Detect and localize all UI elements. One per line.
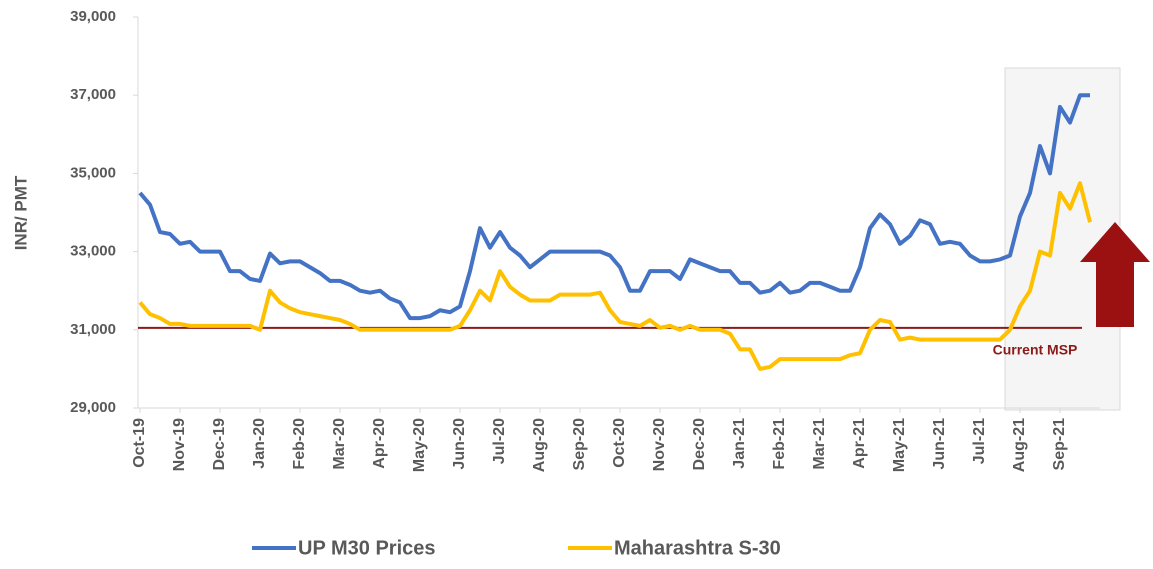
- msp-label: Current MSP: [993, 342, 1078, 358]
- y-tick-label: 39,000: [70, 8, 116, 25]
- x-tick-label: Jun-20: [451, 418, 468, 470]
- x-tick-label: Mar-20: [331, 418, 348, 470]
- x-tick-label: Aug-20: [531, 418, 548, 472]
- x-tick-label: Nov-19: [171, 418, 188, 471]
- x-tick-label: May-21: [891, 418, 908, 472]
- x-tick-label: Jan-21: [731, 418, 748, 469]
- legend-label: Maharashtra S-30: [614, 537, 781, 559]
- x-tick-label: Jun-21: [931, 418, 948, 470]
- y-axis-label: INR/ PMT: [11, 175, 30, 250]
- x-tick-label: Feb-21: [771, 418, 788, 470]
- x-tick-label: Oct-20: [611, 418, 628, 468]
- series-line: [138, 181, 1092, 371]
- x-tick-label: Sep-20: [571, 418, 588, 471]
- x-tick-label: Mar-21: [811, 418, 828, 470]
- y-tick-label: 37,000: [70, 86, 116, 103]
- up-arrow: [1080, 222, 1150, 327]
- x-tick-label: Nov-20: [651, 418, 668, 471]
- y-tick-label: 31,000: [70, 321, 116, 338]
- x-tick-label: May-20: [411, 418, 428, 472]
- x-tick-label: Aug-21: [1011, 418, 1028, 472]
- y-tick-label: 33,000: [70, 243, 116, 260]
- x-tick-label: Feb-20: [291, 418, 308, 470]
- x-tick-label: Sep-21: [1051, 418, 1068, 471]
- y-tick-label: 35,000: [70, 164, 116, 181]
- x-tick-label: Dec-20: [691, 418, 708, 471]
- legend-label: UP M30 Prices: [298, 537, 436, 559]
- series-line: [138, 93, 1090, 321]
- x-tick-label: Apr-20: [371, 418, 388, 469]
- x-tick-label: Dec-19: [211, 418, 228, 471]
- x-tick-label: Jul-21: [971, 418, 988, 464]
- x-tick-label: Jul-20: [491, 418, 508, 464]
- y-tick-label: 29,000: [70, 399, 116, 416]
- x-tick-label: Apr-21: [851, 418, 868, 469]
- x-tick-label: Oct-19: [131, 418, 148, 468]
- x-tick-label: Jan-20: [251, 418, 268, 469]
